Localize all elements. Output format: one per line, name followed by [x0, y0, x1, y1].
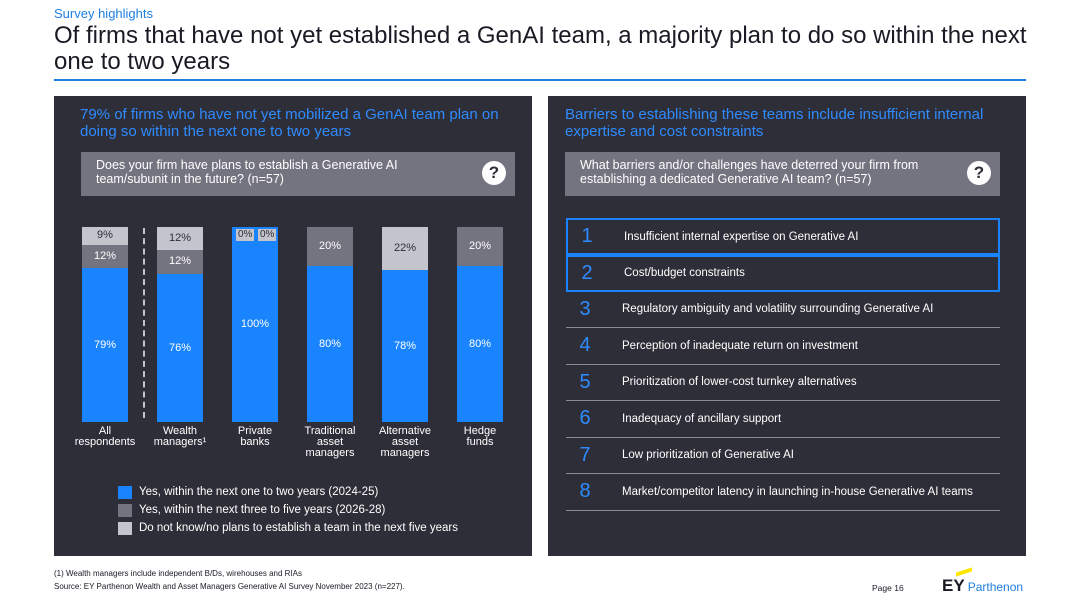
barriers-question-text: What barriers and/or challenges have det… — [580, 158, 919, 186]
barrier-text: Market/competitor latency in launching i… — [622, 485, 973, 498]
barriers-question-box: What barriers and/or challenges have det… — [565, 152, 1000, 196]
right-panel-title: Barriers to establishing these teams inc… — [565, 106, 984, 140]
left-panel: 79% of firms who have not yet mobilized … — [54, 96, 532, 556]
ey-parthenon-logo: EY Parthenon — [942, 567, 1024, 596]
barrier-item: 2 Cost/budget constraints — [566, 254, 1000, 292]
legend-label: Yes, within the next three to five years… — [139, 504, 386, 516]
bar-segment: 20% — [307, 227, 353, 266]
legend-item: Yes, within the next one to two years (2… — [118, 485, 378, 499]
category-label: All respondents — [74, 425, 136, 448]
legend-swatch — [118, 503, 132, 517]
bar-segment: 80% — [457, 266, 503, 422]
section-eyebrow: Survey highlights — [54, 6, 153, 21]
barrier-text: Low prioritization of Generative AI — [622, 449, 794, 461]
barrier-rank: 5 — [579, 370, 591, 393]
legend-swatch — [118, 485, 132, 499]
bar-segment: 12% — [157, 250, 203, 274]
page-title: Of firms that have not yet established a… — [54, 22, 1027, 75]
barrier-item: 4 Perception of inadequate return on inve… — [566, 328, 1000, 365]
barrier-rank: 1 — [581, 225, 593, 247]
barrier-item: 3 Regulatory ambiguity and volatility sur… — [566, 291, 1000, 328]
category-label: Private banks — [237, 425, 273, 448]
parthenon-wordmark: Parthenon — [967, 580, 1024, 594]
chart-divider — [143, 228, 145, 418]
barrier-text: Insufficient internal expertise on Gener… — [624, 230, 859, 243]
barrier-rank: 3 — [579, 297, 591, 320]
right-panel: Barriers to establishing these teams inc… — [548, 96, 1026, 556]
ey-logo-icon: EY — [942, 567, 972, 596]
help-icon[interactable]: ? — [482, 161, 506, 185]
page-number: Page 16 — [872, 583, 904, 593]
barrier-rank: 2 — [581, 261, 593, 284]
category-label: Hedge funds — [463, 425, 497, 448]
barrier-item: 5 Prioritization of lower-cost turnkey al… — [566, 364, 1000, 401]
legend-label: Do not know/no plans to establish a team… — [139, 522, 458, 534]
legend-item: Yes, within the next three to five years… — [118, 503, 385, 517]
legend-item: Do not know/no plans to establish a team… — [118, 521, 458, 535]
legend-swatch — [118, 521, 132, 535]
barrier-text: Inadequacy of ancillary support — [622, 412, 782, 425]
survey-question-box: Does your firm have plans to establish a… — [81, 152, 515, 196]
barrier-item: 6 Inadequacy of ancillary support — [566, 401, 1000, 438]
category-label: Traditional asset managers — [304, 425, 356, 459]
barrier-text: Perception of inadequate return on inves… — [622, 339, 858, 352]
barrier-rank: 6 — [579, 407, 591, 429]
left-panel-title: 79% of firms who have not yet mobilized … — [80, 106, 499, 140]
barrier-item: 1 Insufficient internal expertise on Gene… — [566, 218, 1000, 255]
barrier-text: Cost/budget constraints — [624, 267, 745, 279]
barrier-text: Regulatory ambiguity and volatility surr… — [622, 303, 934, 315]
bar-segment: 9% — [82, 227, 128, 245]
bar-segment: 100% — [232, 227, 278, 422]
bar-segment: 22% — [382, 227, 428, 270]
help-icon[interactable]: ? — [967, 161, 991, 185]
category-label: Alternative asset managers — [379, 425, 431, 459]
legend-label: Yes, within the next one to two years (2… — [139, 486, 379, 498]
survey-question-text: Does your firm have plans to establish a… — [96, 158, 398, 186]
barrier-item: 8 Market/competitor latency in launching … — [566, 474, 1000, 511]
category-label: Wealth managers¹ — [153, 425, 207, 448]
footnote: (1) Wealth managers include independent … — [54, 569, 302, 578]
bar-segment: 76% — [157, 273, 203, 422]
bar-zero-label: 0% — [258, 229, 277, 241]
bar-zero-label: 0% — [236, 229, 255, 241]
bar-segment: 78% — [382, 269, 428, 422]
bar-segment: 80% — [307, 266, 353, 422]
bar-segment: 12% — [82, 244, 128, 268]
source-note: Source: EY Parthenon Wealth and Asset Ma… — [54, 582, 405, 591]
bar-segment: 20% — [457, 227, 503, 266]
barrier-item: 7 Low prioritization of Generative AI — [566, 437, 1000, 474]
bar-segment: 12% — [157, 227, 203, 251]
bar-segment: 79% — [82, 267, 128, 422]
barrier-rank: 8 — [579, 480, 591, 502]
barrier-rank: 4 — [579, 334, 591, 356]
barrier-text: Prioritization of lower-cost turnkey alt… — [622, 376, 857, 388]
barrier-rank: 7 — [579, 443, 591, 466]
title-rule — [54, 79, 1026, 81]
